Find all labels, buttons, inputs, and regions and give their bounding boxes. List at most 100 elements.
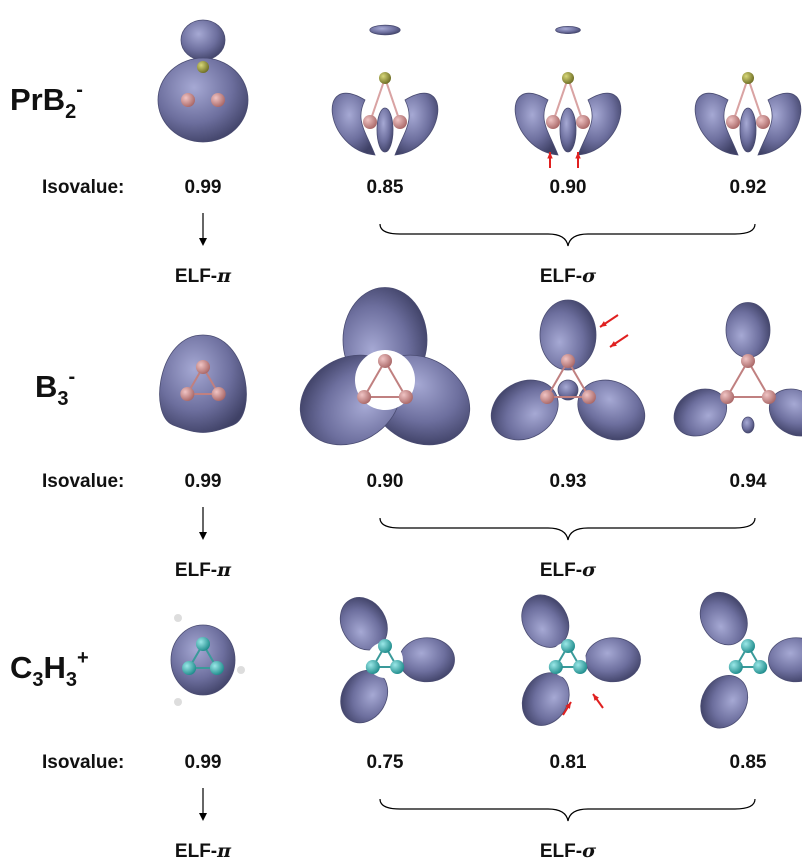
atom	[549, 660, 563, 674]
pi-label: ELF-π	[175, 265, 232, 287]
isovalue: 0.92	[730, 177, 767, 198]
elf-symbol: σ	[582, 840, 597, 859]
isovalue: 0.90	[550, 177, 587, 198]
atom	[741, 354, 755, 368]
elf-prefix: ELF-	[175, 560, 217, 581]
isosurface	[726, 303, 770, 358]
isovalue: 0.93	[550, 471, 587, 492]
elf-symbol: σ	[582, 265, 597, 287]
elf-symbol: π	[216, 265, 232, 287]
atom	[546, 115, 560, 129]
elf-prefix: ELF-	[175, 266, 217, 287]
isosurface	[160, 335, 247, 433]
atom	[212, 387, 226, 401]
formula-part: PrB	[10, 82, 65, 117]
atom	[573, 660, 587, 674]
brace	[380, 799, 755, 821]
elf-prefix: ELF-	[540, 841, 582, 859]
isosurface	[666, 380, 736, 446]
molecule-label: PrB2-	[10, 79, 83, 123]
isovalue: 0.85	[367, 177, 404, 198]
isosurface	[740, 108, 756, 152]
atom	[742, 72, 754, 84]
atom	[741, 639, 755, 653]
sigma-label: ELF-σ	[540, 840, 597, 859]
atom	[540, 390, 554, 404]
atom	[180, 387, 194, 401]
isosurface	[181, 20, 225, 60]
isovalue: 0.85	[730, 752, 767, 773]
brace	[380, 224, 755, 246]
elf-symbol: π	[216, 840, 232, 859]
atom	[378, 354, 392, 368]
isosurface	[556, 26, 581, 33]
isovalue: 0.81	[550, 752, 587, 773]
molecule-label: B3-	[35, 366, 75, 410]
atom	[197, 61, 209, 73]
isovalue: 0.90	[367, 471, 404, 492]
elf-prefix: ELF-	[540, 560, 582, 581]
formula-part: -	[69, 366, 76, 388]
isosurface	[742, 417, 754, 433]
elf-prefix: ELF-	[540, 266, 582, 287]
formula-part: H	[44, 650, 66, 685]
isovalue-label: Isovalue:	[42, 752, 124, 773]
atom	[399, 390, 413, 404]
atom	[753, 660, 767, 674]
atom	[210, 661, 224, 675]
isovalue: 0.99	[185, 471, 222, 492]
arrow-head	[199, 238, 207, 246]
atom	[762, 390, 776, 404]
atom	[182, 661, 196, 675]
atom	[181, 93, 195, 107]
atom	[174, 698, 182, 706]
elf-symbol: σ	[582, 559, 597, 581]
atom	[756, 115, 770, 129]
atom	[562, 72, 574, 84]
isovalue: 0.75	[367, 752, 404, 773]
formula-part: +	[77, 647, 89, 669]
atom	[393, 115, 407, 129]
isovalue: 0.99	[185, 752, 222, 773]
isovalue-label: Isovalue:	[42, 471, 124, 492]
elf-prefix: ELF-	[175, 841, 217, 859]
atom	[720, 390, 734, 404]
atom	[196, 360, 210, 374]
isosurface	[585, 638, 640, 682]
isosurface	[560, 108, 576, 152]
molecule-label: C3H3+	[10, 647, 89, 691]
isosurface	[399, 638, 454, 682]
sigma-label: ELF-σ	[540, 559, 597, 581]
isovalue: 0.94	[730, 471, 767, 492]
atom	[174, 614, 182, 622]
sigma-label: ELF-σ	[540, 265, 597, 287]
isosurface	[370, 25, 400, 35]
atom	[366, 660, 380, 674]
formula-part: 3	[57, 388, 68, 410]
atom	[390, 660, 404, 674]
arrow-head	[199, 532, 207, 540]
atom	[582, 390, 596, 404]
pi-label: ELF-π	[175, 559, 232, 581]
arrow-head	[199, 813, 207, 821]
isosurface	[377, 108, 393, 152]
isosurface	[768, 638, 802, 682]
formula-part: -	[76, 79, 83, 101]
atom	[237, 666, 245, 674]
formula-part: C	[10, 650, 32, 685]
figure: PrB2-Isovalue:0.990.850.900.92ELF-πELF-σ…	[0, 0, 802, 859]
atom	[211, 93, 225, 107]
atom	[561, 639, 575, 653]
formula-part: 3	[32, 669, 43, 691]
atom	[196, 637, 210, 651]
atom	[357, 390, 371, 404]
atom	[576, 115, 590, 129]
pi-label: ELF-π	[175, 840, 232, 859]
formula-part: 2	[65, 101, 76, 123]
atom	[561, 354, 575, 368]
formula-part: B	[35, 369, 57, 404]
isovalue-label: Isovalue:	[42, 177, 124, 198]
